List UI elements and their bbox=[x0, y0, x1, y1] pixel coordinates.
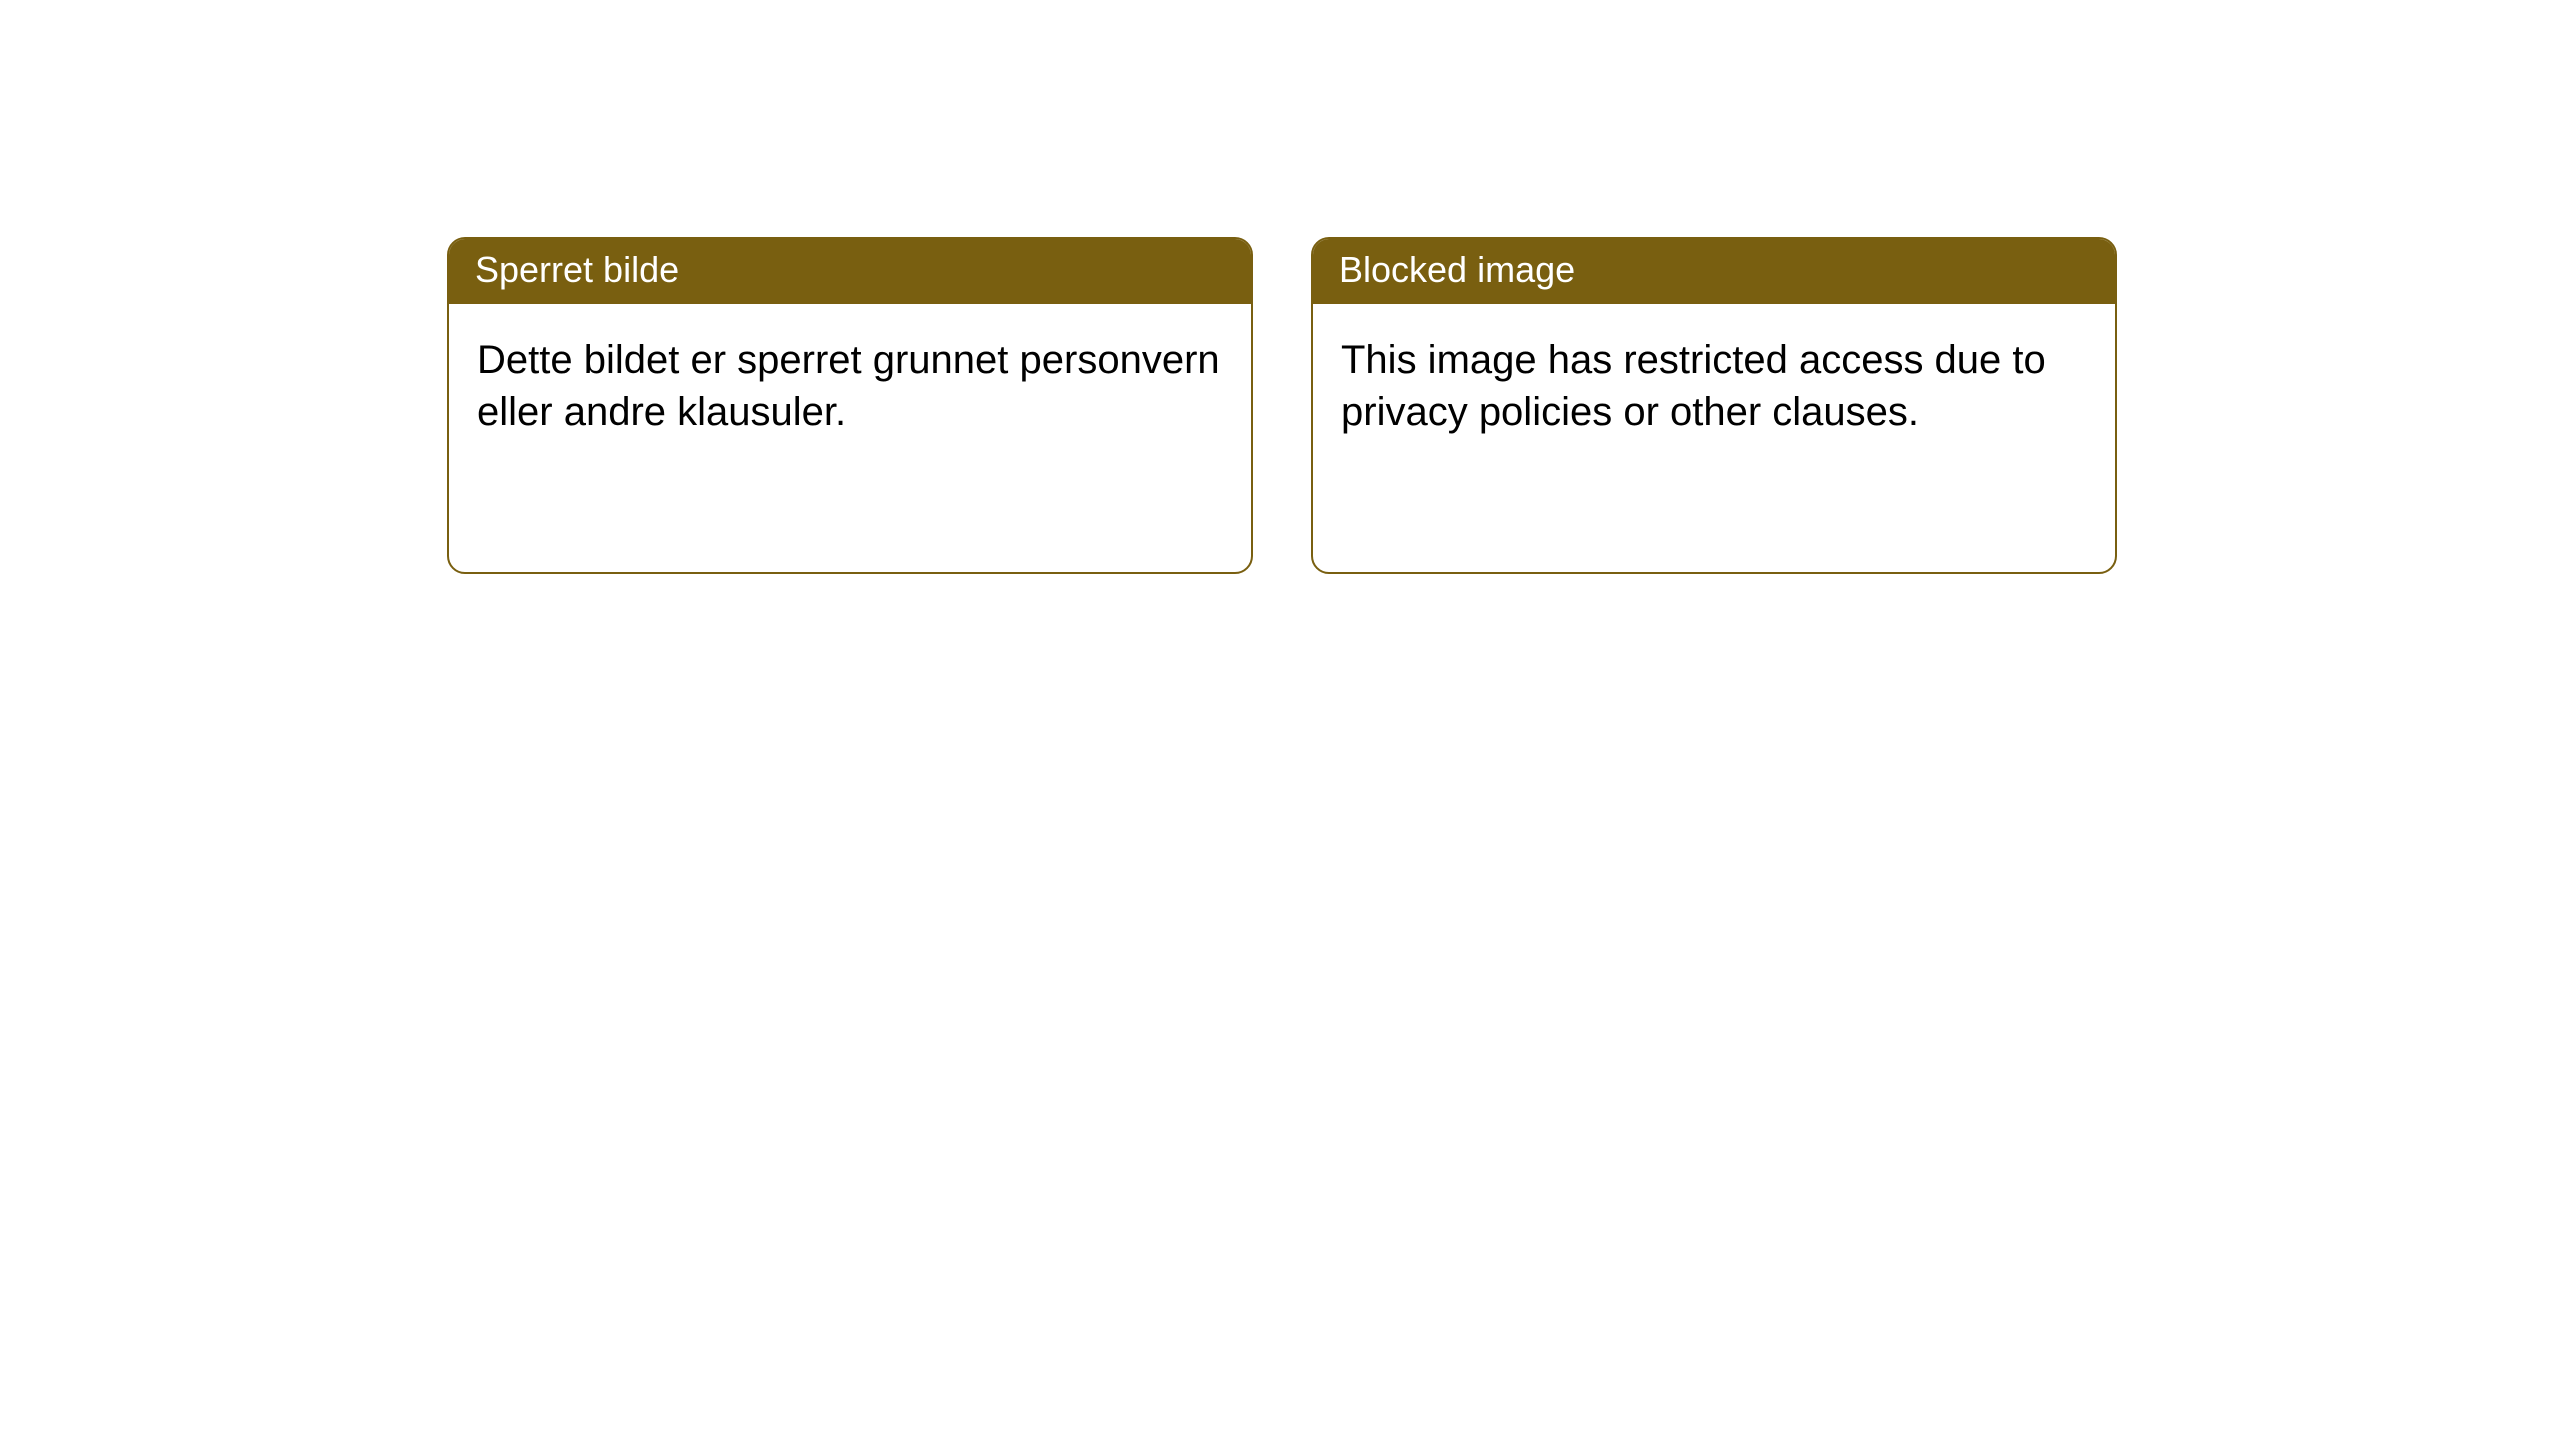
notice-card-english: Blocked image This image has restricted … bbox=[1311, 237, 2117, 574]
notice-header: Blocked image bbox=[1313, 239, 2115, 304]
notice-body: This image has restricted access due to … bbox=[1313, 304, 2115, 468]
notice-header: Sperret bilde bbox=[449, 239, 1251, 304]
notice-card-norwegian: Sperret bilde Dette bildet er sperret gr… bbox=[447, 237, 1253, 574]
notice-body: Dette bildet er sperret grunnet personve… bbox=[449, 304, 1251, 468]
notice-container: Sperret bilde Dette bildet er sperret gr… bbox=[0, 0, 2560, 574]
